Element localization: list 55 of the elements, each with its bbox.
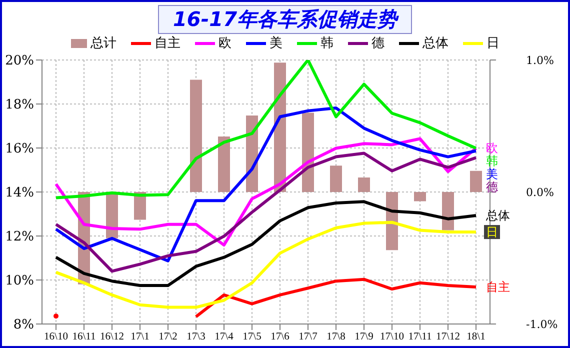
- x-tick-label: 17\6: [270, 331, 290, 342]
- text: 欧: [486, 141, 498, 156]
- legend-label: 欧: [218, 35, 232, 52]
- legend-label: 德: [372, 35, 384, 52]
- y2-tick-label: 1.0%: [526, 54, 554, 67]
- line-series: [54, 152, 478, 273]
- x-tick-label: 17\12: [436, 331, 460, 342]
- x-tick-label: 16\12: [100, 331, 124, 342]
- legend-label: 自主: [154, 35, 180, 52]
- bar: [218, 136, 230, 192]
- x-tick-label: 17\3: [186, 331, 206, 342]
- bar: [442, 192, 454, 230]
- bar: [358, 177, 370, 192]
- legend-label: 总计: [90, 35, 116, 52]
- text: 美: [486, 167, 498, 182]
- x-tick-label: 18\1: [466, 331, 486, 342]
- bar: [470, 170, 482, 192]
- x-tick-label: 17\5: [242, 331, 262, 342]
- x-tick-label: 16\11: [72, 331, 96, 342]
- y2-tick-label: 0.0%: [526, 186, 554, 199]
- y-tick-label: 16%: [5, 142, 34, 157]
- x-tick-label: 17\9: [354, 331, 374, 342]
- line-series: [54, 200, 478, 287]
- x-tick-label: 17\1: [130, 331, 150, 342]
- text: 韩: [486, 154, 498, 168]
- chart-title: 16-17年各车系促销走势: [158, 5, 412, 34]
- y-tick-label: 12%: [5, 230, 34, 245]
- line-series: [54, 220, 478, 309]
- x-tick-label: 17\11: [408, 331, 432, 342]
- y-tick-label: 8%: [13, 318, 34, 333]
- y-tick-label: 14%: [5, 186, 34, 201]
- x-tick-label: 17\8: [326, 331, 346, 342]
- legend-label: 日: [486, 35, 500, 52]
- y-tick-label: 10%: [5, 274, 34, 289]
- legend-label: 韩: [320, 35, 334, 52]
- x-tick-label: 17\4: [214, 331, 234, 342]
- line-series: [54, 60, 478, 200]
- y-tick-label: 18%: [5, 98, 34, 113]
- x-tick-label: 17\10: [380, 331, 404, 342]
- legend-label: 总体: [422, 35, 448, 52]
- legend-label: 美: [270, 35, 282, 52]
- bar: [414, 192, 426, 202]
- bar: [190, 80, 202, 192]
- bar: [330, 166, 342, 192]
- text: 自主: [486, 280, 510, 294]
- y2-tick-label: -1.0%: [526, 318, 558, 331]
- text: 德: [486, 180, 498, 194]
- y-tick-label: 20%: [5, 54, 34, 69]
- x-tick-label: 17\2: [158, 331, 178, 342]
- line-series: [54, 106, 478, 262]
- text: 总体: [486, 208, 510, 223]
- x-tick-label: 16\10: [44, 331, 68, 342]
- x-tick-label: 17\7: [298, 331, 318, 342]
- text: 日: [486, 225, 498, 240]
- bar: [302, 112, 314, 192]
